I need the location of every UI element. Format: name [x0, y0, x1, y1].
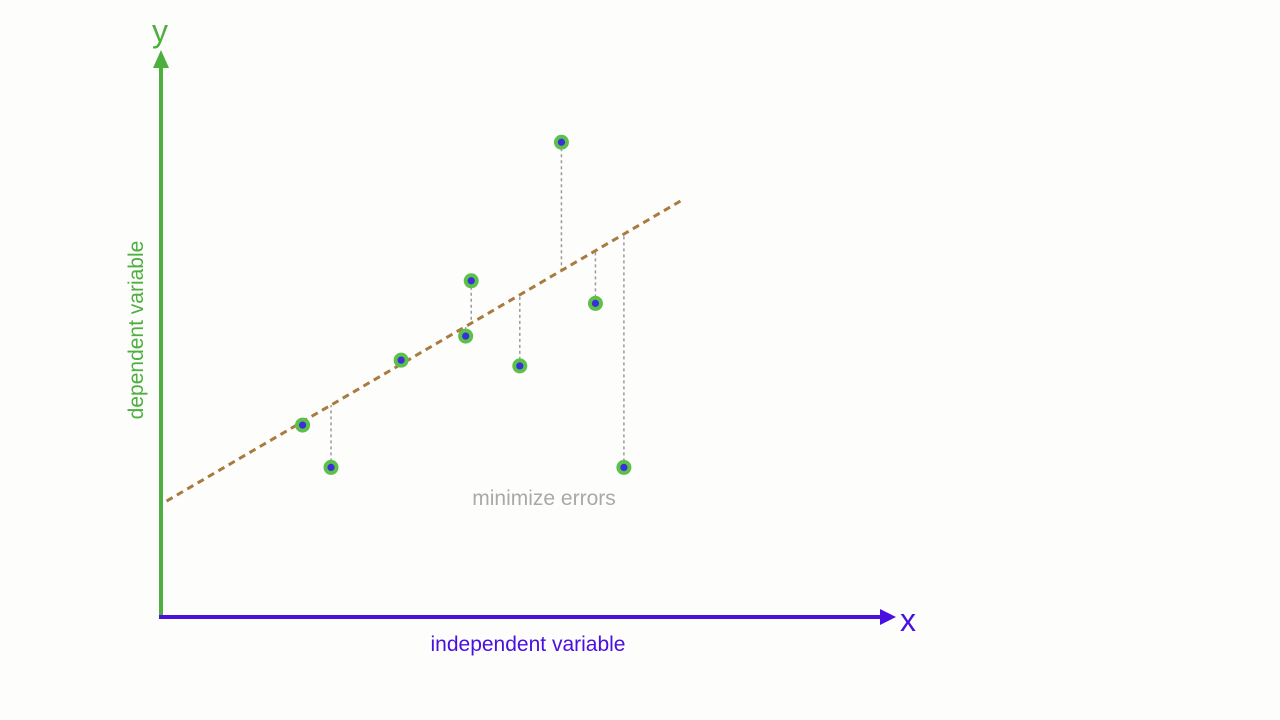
data-point-2	[323, 459, 339, 475]
data-point-7	[553, 134, 569, 150]
data-point-5	[463, 273, 479, 289]
data-point-9	[616, 459, 632, 475]
minimize-errors-annotation: minimize errors	[472, 487, 616, 510]
data-point-4	[458, 328, 474, 344]
x-axis-arrowhead	[880, 609, 896, 625]
data-points-group	[295, 134, 632, 475]
y-axis-letter: y	[152, 13, 168, 49]
x-axis-label: independent variable	[431, 633, 626, 656]
data-point-6	[512, 358, 528, 374]
residual-lines-group	[301, 142, 625, 468]
y-axis-arrowhead	[153, 50, 169, 68]
x-axis-letter: x	[900, 602, 916, 638]
data-point-1	[295, 417, 311, 433]
data-point-8	[587, 295, 603, 311]
data-point-3	[393, 352, 409, 368]
y-axis-label: dependent variable	[125, 241, 148, 420]
fit-line	[165, 199, 683, 503]
